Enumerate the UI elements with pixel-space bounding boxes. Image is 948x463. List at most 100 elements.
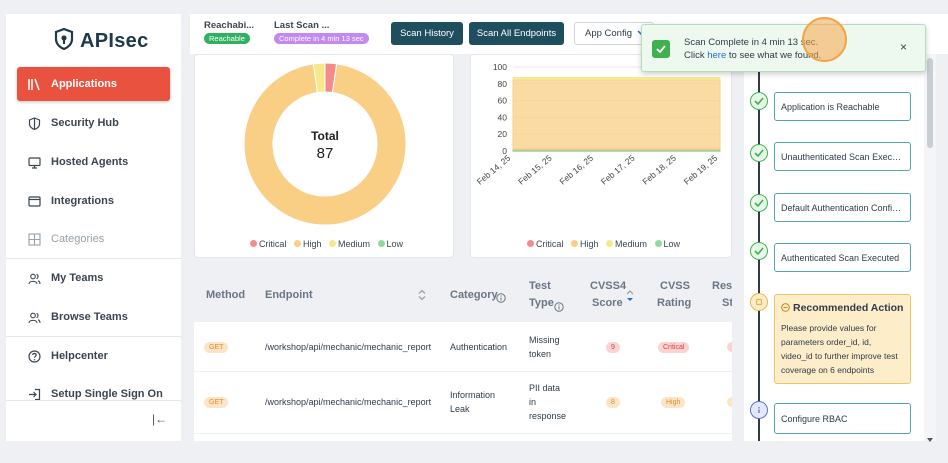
donut-center: Total 87 <box>295 129 355 162</box>
sidebar-item-sso[interactable]: Setup Single Sign On <box>17 377 170 411</box>
timeline-step[interactable]: Application is Reachable <box>774 92 911 121</box>
recommended-action-box[interactable]: Recommended Action Please provide values… <box>774 294 911 384</box>
recommended-title: Recommended Action <box>793 302 904 314</box>
header-method[interactable]: Method <box>206 289 246 301</box>
info-icon[interactable] <box>554 299 564 317</box>
toast-line2-prefix: Click <box>684 50 705 61</box>
endpoint-link[interactable]: /workshop/api/mechanic/mechanic_report <box>265 397 432 407</box>
header-cvss4-line1[interactable]: CVSS4 <box>590 280 627 292</box>
close-icon[interactable]: × <box>900 40 908 54</box>
sidebar-item-applications[interactable]: Applications <box>17 67 170 101</box>
legend-medium[interactable]: Medium <box>338 239 371 249</box>
sidebar-item-label: Helpcenter <box>51 350 108 362</box>
header-cvss-line2[interactable]: Rating <box>657 297 692 309</box>
sidebar-item-categories[interactable]: Categories <box>17 222 170 256</box>
scan-complete-badge: Complete in 4 min 13 sec <box>274 33 369 44</box>
panel-scrollbar[interactable] <box>924 54 936 442</box>
legend-medium[interactable]: Medium <box>615 239 648 249</box>
timeline-step[interactable]: Authenticated Scan Executed <box>774 243 911 272</box>
endpoint-link[interactable]: /workshop/api/mechanic/mechanic_report <box>265 342 432 352</box>
x-tick-label: Feb 15, 25 <box>516 153 554 187</box>
sidebar-item-browse-teams[interactable]: Browse Teams <box>17 300 170 334</box>
category-line1: Information <box>450 390 496 400</box>
check-circle-icon <box>750 194 768 212</box>
legend-low[interactable]: Low <box>663 239 681 249</box>
step-label: Unauthenticated Scan Executed <box>781 151 904 162</box>
vulnerability-donut-card: Total 87 Critical High Medium Low <box>194 54 454 258</box>
grid-icon <box>27 232 41 246</box>
total-label: Total <box>311 129 339 143</box>
table-row[interactable]: GET /workshop/api/mechanic/mechanic_repo… <box>194 372 732 434</box>
legend-critical[interactable]: Critical <box>258 239 287 249</box>
test-type-line1: PII data <box>529 383 561 393</box>
login-icon <box>27 387 41 401</box>
timeline-step[interactable]: Configure RBAC <box>774 403 911 434</box>
donut-legend: Critical High Medium Low <box>195 239 453 249</box>
legend-critical[interactable]: Critical <box>535 239 564 249</box>
cvss4-score-badge: 8 <box>606 397 620 408</box>
sidebar-item-security-hub[interactable]: Security Hub <box>17 106 170 140</box>
header-category[interactable]: Category <box>450 289 498 301</box>
header-cvss-line1[interactable]: CVSS <box>660 280 690 292</box>
sidebar-item-label: Integrations <box>51 195 114 207</box>
table-row[interactable]: GET /workshop/api/mechanic/mechanic_repo… <box>194 322 732 372</box>
area-series-high <box>512 79 721 150</box>
timeline-step[interactable]: Unauthenticated Scan Executed <box>774 142 911 171</box>
sidebar-item-helpcenter[interactable]: Helpcenter <box>17 339 170 373</box>
step-label: Default Authentication Configu... <box>781 202 904 213</box>
legend-low[interactable]: Low <box>386 239 404 249</box>
result-status-badge <box>727 342 732 352</box>
sidebar-item-my-teams[interactable]: My Teams <box>17 261 170 295</box>
header-result-line1[interactable]: Res <box>712 280 732 292</box>
check-circle-icon <box>750 144 768 162</box>
trend-area-chart: 0 20 40 60 80 100 Feb 14, 25 Feb 15, 25 Feb 16, … <box>475 62 721 187</box>
x-tick-label: Feb 16, 25 <box>558 153 596 187</box>
scan-history-button[interactable]: Scan History <box>391 22 463 45</box>
toast-here-link[interactable]: here <box>707 50 727 61</box>
app-config-label: App Config <box>585 28 633 39</box>
monitor-icon <box>27 155 41 169</box>
apisec-shield-icon <box>54 27 74 55</box>
users-icon <box>27 271 41 285</box>
header-test-type-line2[interactable]: Type <box>529 297 554 309</box>
help-icon <box>27 349 41 363</box>
minus-circle-icon <box>781 299 790 317</box>
sidebar-item-integrations[interactable]: Integrations <box>17 184 170 218</box>
legend-critical-swatch <box>249 240 257 247</box>
sidebar: APIsec Applications Security Hub Hosted … <box>6 14 181 441</box>
header-cvss4-line2[interactable]: Score <box>592 297 623 309</box>
header-endpoint[interactable]: Endpoint <box>265 289 313 301</box>
legend-low-swatch <box>654 240 662 247</box>
legend-high[interactable]: High <box>302 239 322 249</box>
brand-name: APIsec <box>80 30 149 52</box>
info-icon[interactable] <box>496 290 506 308</box>
book-icon <box>27 77 41 91</box>
sidebar-item-label: Browse Teams <box>51 311 128 323</box>
info-circle-icon <box>750 401 768 419</box>
legend-high-swatch <box>293 240 301 247</box>
sort-desc-icon[interactable] <box>626 289 634 308</box>
test-type-line3: response <box>529 411 567 421</box>
scan-timeline-panel: Application is Reachable Unauthenticated… <box>744 54 924 441</box>
header-test-type-line1[interactable]: Test <box>529 280 551 292</box>
scroll-down-icon[interactable] <box>926 430 934 448</box>
divider <box>6 258 181 259</box>
scan-all-endpoints-button[interactable]: Scan All Endpoints <box>469 22 564 45</box>
pending-circle-icon <box>750 293 768 311</box>
scrollbar-thumb[interactable] <box>927 58 933 148</box>
sidebar-item-label: Categories <box>51 233 105 245</box>
timeline-step[interactable]: Default Authentication Configu... <box>774 193 911 222</box>
success-check-icon <box>652 40 670 58</box>
brand-logo[interactable]: APIsec <box>54 27 149 55</box>
x-tick-label: Feb 17, 25 <box>599 153 637 187</box>
step-label: Application is Reachable <box>781 101 880 112</box>
sort-icon[interactable] <box>418 288 426 306</box>
header-result-line2[interactable]: St <box>722 297 732 309</box>
divider <box>6 336 181 337</box>
cvss4-score-badge: 9 <box>606 342 620 353</box>
collapse-sidebar-icon[interactable]: |← <box>152 412 168 426</box>
cvss-rating-badge: High <box>661 397 686 408</box>
legend-high[interactable]: High <box>579 239 599 249</box>
cvss-rating-badge: Critical <box>658 342 690 353</box>
sidebar-item-hosted-agents[interactable]: Hosted Agents <box>17 145 170 179</box>
